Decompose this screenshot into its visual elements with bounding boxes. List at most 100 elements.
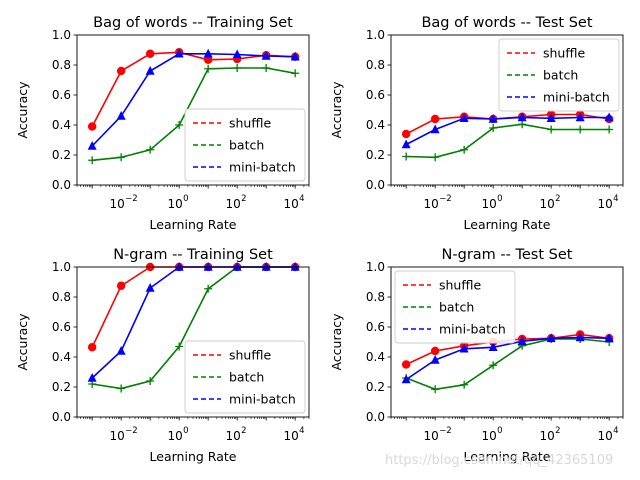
y-tick-label: 0.4 (366, 118, 385, 132)
plot-frame (390, 266, 624, 418)
x-tick-label: 10 (168, 429, 183, 443)
series-mini-batch (401, 112, 614, 149)
series-line (91, 266, 296, 348)
data-point (174, 48, 184, 58)
data-point (203, 55, 213, 64)
legend: shuffle batch mini-batch (394, 270, 516, 344)
series-line (405, 116, 610, 146)
data-point (117, 384, 126, 393)
data-point (290, 51, 300, 61)
data-point (175, 121, 184, 129)
series-line (405, 338, 610, 391)
x-tick-exponent: −2 (125, 426, 138, 436)
series-line (92, 67, 296, 162)
y-axis-label: Accuracy (329, 81, 344, 139)
y-tick-label: 0.6 (366, 320, 385, 334)
data-point (459, 343, 469, 353)
legend-label: mini-batch (229, 160, 296, 175)
legend-label: shuffle (229, 348, 271, 363)
data-point (262, 64, 271, 72)
data-point (203, 262, 213, 271)
y-tick-label: 0.4 (52, 118, 71, 132)
series-mini-batch (401, 332, 614, 384)
x-tick-label: 10 (540, 429, 555, 443)
x-axis-label: Learning Rate (150, 449, 237, 464)
data-point (145, 283, 155, 292)
legend-label: mini-batch (229, 392, 296, 407)
legend-label: shuffle (439, 278, 481, 293)
y-tick-label: 0.4 (366, 350, 385, 364)
data-point (291, 69, 300, 78)
y-tick-label: 0.6 (52, 88, 71, 102)
y-axis-label: Accuracy (15, 81, 30, 139)
legend-label: batch (543, 68, 578, 83)
data-point (203, 48, 213, 58)
data-point (518, 120, 527, 129)
data-point (146, 145, 155, 154)
y-tick-label: 0.8 (366, 58, 385, 72)
legend-label: mini-batch (543, 90, 610, 105)
data-point (489, 124, 498, 132)
legend-label: batch (229, 138, 264, 153)
x-tick-exponent: 0 (183, 426, 188, 436)
y-tick-label: 0.8 (52, 58, 71, 72)
plot-frame (76, 34, 310, 186)
data-point (261, 262, 271, 271)
data-point (604, 333, 614, 343)
data-point (517, 112, 527, 122)
data-point (87, 141, 97, 150)
data-point (517, 336, 527, 346)
chart-title: N-gram -- Training Set (113, 247, 273, 263)
series-shuffle (401, 110, 614, 139)
x-tick-label: 10 (598, 429, 613, 443)
x-tick-exponent: 2 (555, 194, 560, 204)
x-tick-exponent: 4 (613, 194, 618, 204)
data-point (430, 114, 440, 124)
legend-box (184, 108, 306, 182)
series-line (91, 52, 296, 147)
data-point (459, 113, 469, 123)
y-tick-label: 0.8 (52, 290, 71, 304)
data-point (575, 112, 585, 122)
series-batch (402, 120, 614, 162)
data-point (460, 380, 469, 389)
x-tick-label: 10 (540, 197, 555, 211)
data-point (430, 124, 440, 134)
data-point (232, 262, 242, 271)
data-point (233, 64, 242, 72)
x-tick-exponent: 2 (555, 426, 560, 436)
data-point (431, 153, 440, 162)
data-point (604, 112, 614, 122)
data-point (145, 66, 155, 75)
x-tick-exponent: 4 (613, 426, 618, 436)
x-tick-exponent: 0 (497, 426, 502, 436)
y-tick-label: 0.2 (366, 148, 385, 162)
x-tick-label: 10 (424, 197, 439, 211)
data-point (116, 281, 126, 290)
watermark: https://blog.csdn.net/qq_42365109 (385, 453, 614, 468)
data-point (431, 385, 440, 394)
data-point (175, 342, 184, 351)
y-tick-label: 0.0 (366, 410, 385, 424)
legend-box (394, 270, 516, 344)
data-point (546, 333, 556, 343)
x-tick-exponent: 2 (241, 426, 246, 436)
x-tick-label: 10 (110, 429, 125, 443)
data-point (87, 343, 97, 352)
x-tick-label: 10 (424, 429, 439, 443)
legend-label: batch (229, 370, 264, 385)
x-tick-exponent: −2 (439, 426, 452, 436)
legend-box (498, 38, 620, 112)
legend: shuffle batch mini-batch (498, 38, 620, 112)
y-tick-label: 1.0 (366, 260, 385, 274)
series-line (406, 123, 610, 159)
legend-label: shuffle (229, 116, 271, 131)
data-point (116, 346, 126, 355)
data-point (204, 64, 213, 73)
x-tick-label: 10 (284, 429, 299, 443)
data-point (204, 284, 213, 293)
x-tick-exponent: −2 (439, 194, 452, 204)
y-axis-label: Accuracy (329, 313, 344, 371)
